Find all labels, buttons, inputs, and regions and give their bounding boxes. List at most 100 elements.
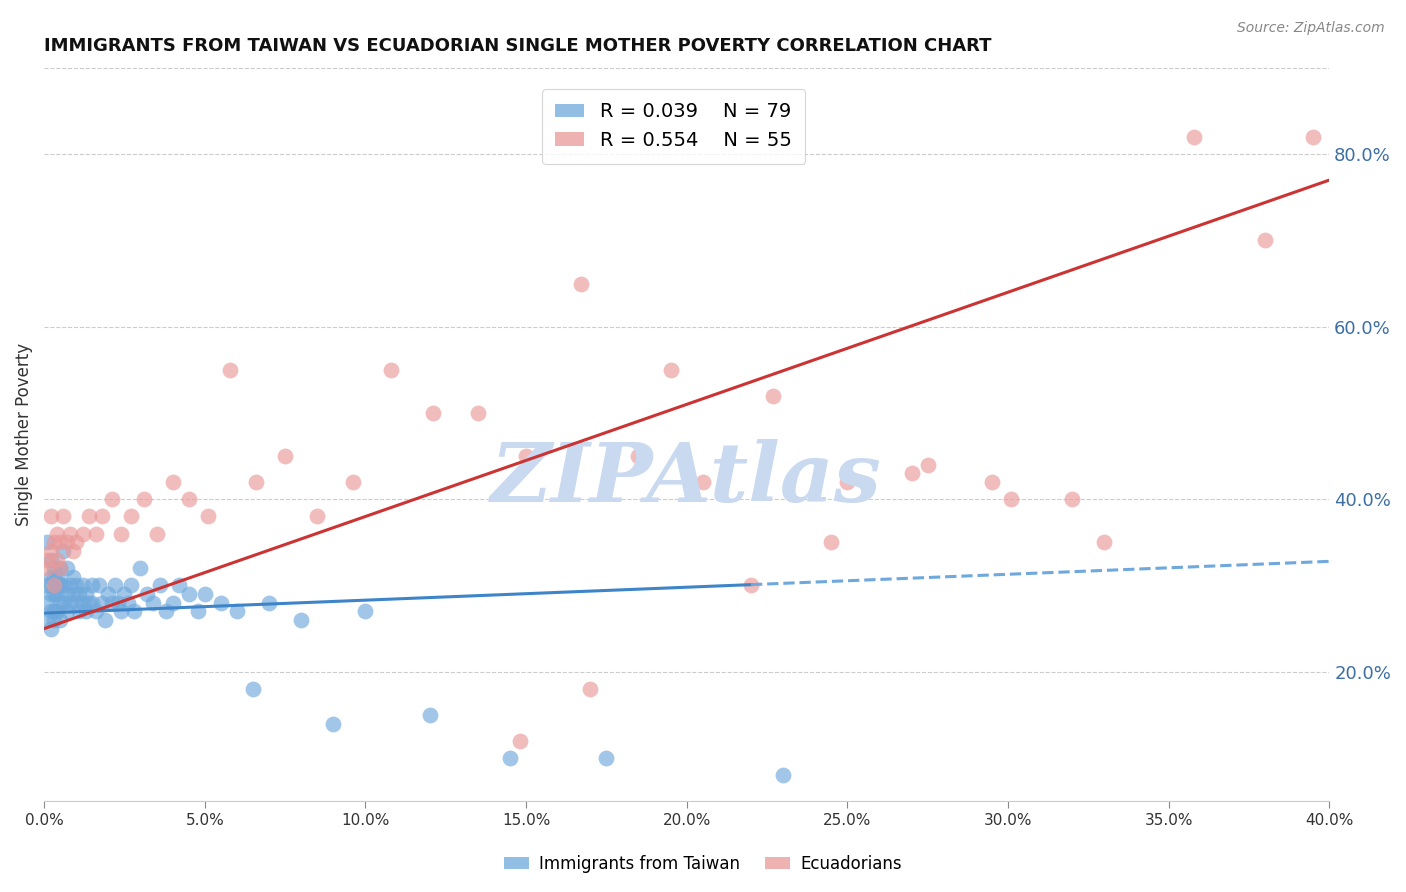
Point <box>52 544 75 558</box>
Text: Source: ZipAtlas.com: Source: ZipAtlas.com <box>1237 21 1385 35</box>
Point <box>46 578 69 592</box>
Point <box>39 544 62 558</box>
Point <box>1092 535 1115 549</box>
Point <box>72 578 94 592</box>
Point <box>39 622 62 636</box>
Point <box>75 604 97 618</box>
Point <box>145 526 167 541</box>
Point <box>422 406 444 420</box>
Legend: Immigrants from Taiwan, Ecuadorians: Immigrants from Taiwan, Ecuadorians <box>498 848 908 880</box>
Point <box>55 587 77 601</box>
Point <box>42 604 65 618</box>
Point <box>49 578 72 592</box>
Point <box>55 535 77 549</box>
Point <box>740 578 762 592</box>
Point <box>762 389 785 403</box>
Point <box>772 768 794 782</box>
Point <box>59 526 82 541</box>
Point <box>49 561 72 575</box>
Point <box>627 449 650 463</box>
Point <box>167 578 190 592</box>
Point <box>55 604 77 618</box>
Point <box>42 613 65 627</box>
Point <box>52 596 75 610</box>
Point <box>225 604 247 618</box>
Point <box>245 475 267 489</box>
Point <box>142 596 165 610</box>
Point <box>84 526 107 541</box>
Y-axis label: Single Mother Poverty: Single Mother Poverty <box>15 343 32 526</box>
Point <box>52 509 75 524</box>
Point <box>162 475 184 489</box>
Point <box>219 363 242 377</box>
Point <box>129 561 152 575</box>
Point <box>97 587 120 601</box>
Point <box>100 596 122 610</box>
Point <box>39 509 62 524</box>
Point <box>1182 130 1205 145</box>
Point <box>42 535 65 549</box>
Point <box>69 587 91 601</box>
Point <box>72 596 94 610</box>
Point <box>91 509 114 524</box>
Point <box>135 587 157 601</box>
Point <box>77 596 100 610</box>
Point <box>117 596 139 610</box>
Point <box>42 587 65 601</box>
Point <box>62 544 84 558</box>
Point <box>499 751 522 765</box>
Point <box>209 596 232 610</box>
Point <box>69 604 91 618</box>
Point <box>194 587 217 601</box>
Point <box>110 526 132 541</box>
Point <box>84 604 107 618</box>
Point <box>162 596 184 610</box>
Point <box>107 596 129 610</box>
Point <box>59 578 82 592</box>
Point <box>132 492 155 507</box>
Point <box>42 561 65 575</box>
Point <box>65 535 87 549</box>
Point <box>37 535 59 549</box>
Point <box>104 578 127 592</box>
Point <box>1254 234 1277 248</box>
Point <box>37 552 59 566</box>
Text: IMMIGRANTS FROM TAIWAN VS ECUADORIAN SINGLE MOTHER POVERTY CORRELATION CHART: IMMIGRANTS FROM TAIWAN VS ECUADORIAN SIN… <box>44 37 991 55</box>
Point <box>120 509 142 524</box>
Text: ZIPAtlas: ZIPAtlas <box>491 439 882 518</box>
Point <box>42 578 65 592</box>
Point <box>177 587 200 601</box>
Point <box>197 509 219 524</box>
Point <box>39 604 62 618</box>
Point <box>49 578 72 592</box>
Point <box>82 578 104 592</box>
Point <box>322 716 344 731</box>
Point <box>114 587 136 601</box>
Point <box>242 681 264 696</box>
Point <box>100 492 122 507</box>
Point <box>467 406 489 420</box>
Point <box>177 492 200 507</box>
Point <box>120 578 142 592</box>
Point <box>692 475 714 489</box>
Point <box>82 596 104 610</box>
Point <box>917 458 939 472</box>
Point <box>274 449 297 463</box>
Point <box>980 475 1002 489</box>
Point <box>49 535 72 549</box>
Point <box>149 578 172 592</box>
Point <box>65 596 87 610</box>
Point <box>52 578 75 592</box>
Point <box>87 578 110 592</box>
Point <box>595 751 617 765</box>
Point <box>91 596 114 610</box>
Point <box>55 561 77 575</box>
Point <box>39 570 62 584</box>
Point <box>1000 492 1022 507</box>
Point <box>46 587 69 601</box>
Point <box>354 604 377 618</box>
Point <box>380 363 402 377</box>
Point <box>37 561 59 575</box>
Point <box>1062 492 1084 507</box>
Point <box>75 587 97 601</box>
